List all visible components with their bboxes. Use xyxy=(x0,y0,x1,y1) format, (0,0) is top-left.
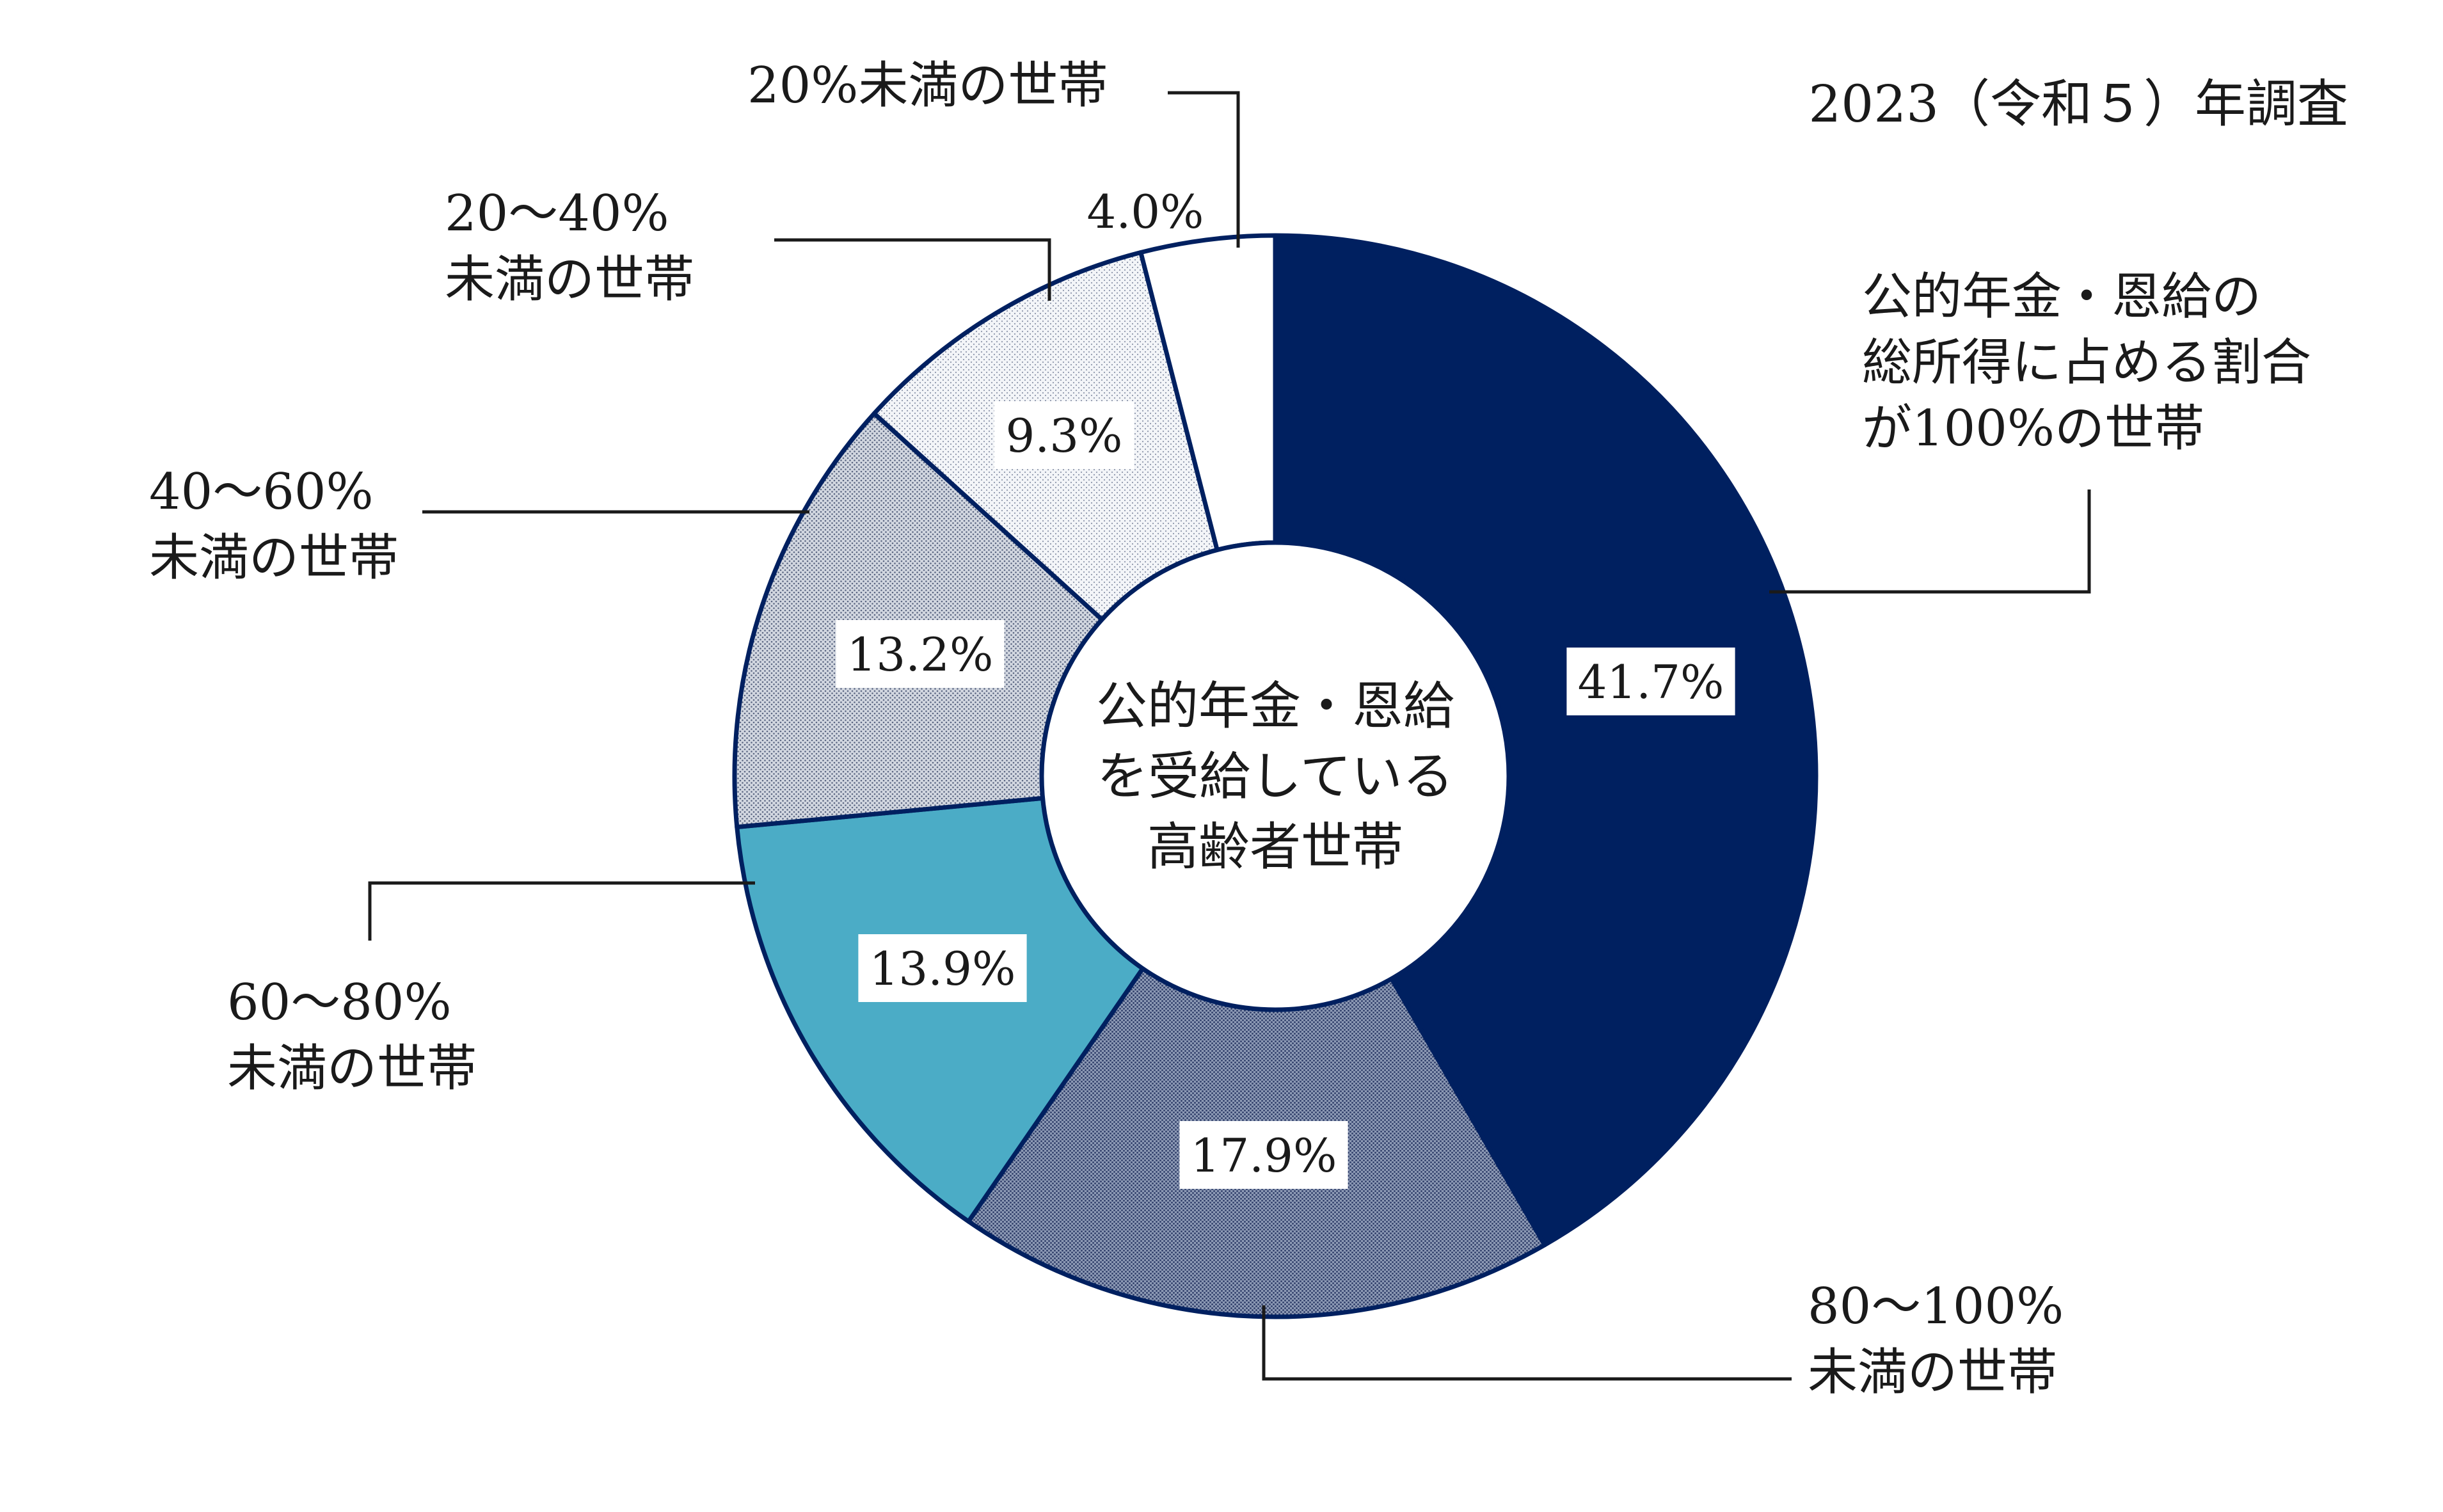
slice-label-line: 未満の世帯 xyxy=(227,1040,477,1097)
value-label-s80100: 17.9% xyxy=(1179,1121,1348,1189)
slice-label-line: 40～60% xyxy=(149,463,374,521)
slice-label-line: 20～40% xyxy=(445,185,669,243)
slice-label-line: 未満の世帯 xyxy=(445,251,694,308)
slice-label-line: 未満の世帯 xyxy=(1808,1344,2057,1401)
slice-label-s4060: 40～60% 未満の世帯 xyxy=(149,463,399,587)
slice-label-s20: 20%未満の世帯 xyxy=(747,57,1108,115)
value-text: 9.3% xyxy=(1006,409,1123,463)
center-label-line: 公的年金・恩給 xyxy=(1096,676,1454,736)
survey-note: 2023（令和５）年調査 xyxy=(1808,74,2348,134)
leader-line-s2040 xyxy=(774,238,1051,301)
value-label-box xyxy=(858,934,1027,1002)
slice-label-line: 未満の世帯 xyxy=(149,529,399,587)
slice-label-s100: 公的年金・恩給の総所得に占める割合が100%の世帯 xyxy=(1862,268,2311,458)
slice-label-line: 公的年金・恩給の xyxy=(1862,268,2261,326)
value-text: 13.9% xyxy=(870,942,1016,996)
center-label-line: を受給している xyxy=(1097,747,1454,806)
slice-label-s80100: 80～100% 未満の世帯 xyxy=(1808,1278,2064,1401)
value-label-box xyxy=(994,401,1134,469)
leader-line-s80100 xyxy=(1262,1305,1792,1381)
value-label-s4060: 13.2% xyxy=(836,620,1005,688)
value-label-s100: 41.7% xyxy=(1566,648,1735,715)
value-text: 13.2% xyxy=(847,628,994,681)
value-label-box xyxy=(1179,1121,1348,1189)
value-text: 4.0% xyxy=(1087,185,1204,239)
value-label-s6080: 13.9% xyxy=(858,934,1027,1002)
slice-label-line: 60～80% xyxy=(227,974,452,1031)
slice-label-line: 20%未満の世帯 xyxy=(747,57,1108,115)
value-label-s20: 4.0% xyxy=(1087,185,1204,239)
slice-label-s2040: 20～40% 未満の世帯 xyxy=(445,185,694,308)
slice-label-s6080: 60～80% 未満の世帯 xyxy=(227,974,477,1097)
leader-line-s100 xyxy=(1769,489,2091,594)
value-label-box xyxy=(1566,648,1735,715)
leader-line-s6080 xyxy=(368,881,755,941)
donut-hole xyxy=(1039,540,1511,1012)
value-text: 41.7% xyxy=(1578,655,1724,709)
center-label-line: 高齢者世帯 xyxy=(1147,817,1403,877)
slice-label-line: が100%の世帯 xyxy=(1862,400,2204,458)
slice-label-line: 80～100% xyxy=(1808,1278,2064,1335)
value-text: 17.9% xyxy=(1191,1129,1337,1182)
value-label-box xyxy=(836,620,1005,688)
value-label-s2040: 9.3% xyxy=(994,401,1134,469)
leader-line-s20 xyxy=(1168,91,1240,248)
slice-label-line: 総所得に占める割合 xyxy=(1862,334,2311,392)
